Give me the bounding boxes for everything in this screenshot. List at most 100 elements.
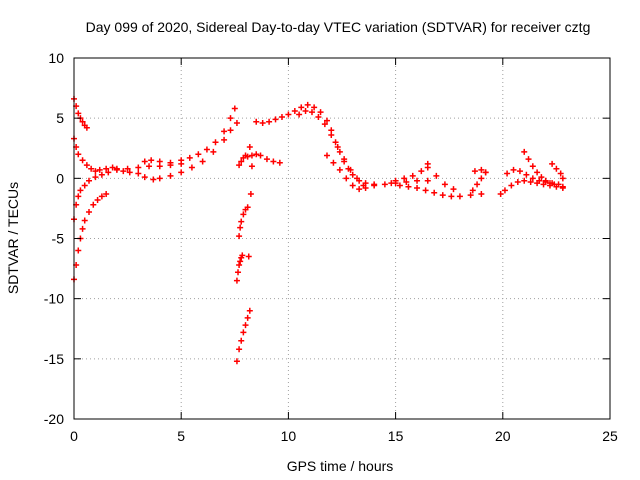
data-point	[253, 151, 260, 158]
data-point	[514, 178, 521, 185]
x-tick-label: 15	[388, 428, 404, 444]
data-point	[456, 193, 463, 200]
y-tick-label: 10	[48, 50, 64, 66]
data-point	[79, 225, 86, 232]
data-point	[525, 156, 532, 163]
data-point	[98, 193, 105, 200]
data-point	[238, 158, 245, 165]
data-point	[83, 124, 90, 131]
data-point	[244, 153, 251, 160]
data-point	[126, 169, 133, 176]
data-point	[450, 186, 457, 193]
data-point	[403, 178, 410, 185]
data-point	[263, 156, 270, 163]
data-point	[92, 174, 99, 181]
data-point	[371, 182, 378, 189]
data-point	[504, 170, 511, 177]
data-point	[105, 169, 112, 176]
x-tick-label: 0	[70, 428, 78, 444]
data-point	[195, 151, 202, 158]
data-point	[141, 174, 148, 181]
data-point	[88, 165, 95, 172]
data-point	[94, 196, 101, 203]
data-point	[482, 169, 489, 176]
data-point	[469, 187, 476, 194]
data-point	[86, 177, 93, 184]
data-point	[553, 165, 560, 172]
data-point	[146, 163, 153, 170]
data-point	[156, 158, 163, 165]
data-point	[75, 110, 82, 117]
data-point	[401, 175, 408, 182]
data-point	[424, 164, 431, 171]
data-point	[109, 164, 116, 171]
data-point	[508, 182, 515, 189]
data-point	[557, 170, 564, 177]
data-point	[221, 136, 228, 143]
data-point	[231, 105, 238, 112]
data-point	[529, 175, 536, 182]
data-point	[227, 127, 234, 134]
data-point	[75, 151, 82, 158]
data-point	[210, 148, 217, 155]
data-point	[148, 157, 155, 164]
x-tick-label: 10	[281, 428, 297, 444]
data-point	[75, 193, 82, 200]
data-point	[551, 181, 558, 188]
data-point	[212, 139, 219, 146]
data-point	[356, 186, 363, 193]
data-point	[418, 168, 425, 175]
y-tick-label: -10	[44, 291, 64, 307]
data-point	[240, 211, 247, 218]
data-point	[86, 209, 93, 216]
data-point	[414, 177, 421, 184]
data-point	[239, 252, 246, 259]
data-point	[347, 166, 354, 173]
data-point	[448, 193, 455, 200]
data-point	[354, 175, 361, 182]
data-point	[478, 190, 485, 197]
data-point	[321, 121, 328, 128]
data-point	[188, 164, 195, 171]
data-point	[81, 182, 88, 189]
data-point	[236, 261, 243, 268]
data-point	[362, 184, 369, 191]
data-point	[75, 247, 82, 254]
data-point	[237, 258, 244, 265]
data-point	[124, 165, 131, 172]
data-point	[103, 165, 110, 172]
y-axis-label: SDTVAR / TECUs	[5, 182, 21, 294]
data-point	[471, 168, 478, 175]
data-point	[257, 152, 264, 159]
chart-title: Day 099 of 2020, Sidereal Day-to-day VTE…	[86, 19, 591, 35]
data-point	[521, 148, 528, 155]
data-point	[396, 182, 403, 189]
data-point	[336, 166, 343, 173]
data-point	[245, 253, 252, 260]
y-tick-label: 0	[56, 170, 64, 186]
data-point	[276, 159, 283, 166]
data-point	[237, 224, 244, 231]
data-point	[248, 163, 255, 170]
y-tick-label: -20	[44, 411, 64, 427]
data-point	[330, 159, 337, 166]
data-point	[236, 346, 243, 353]
data-point	[392, 177, 399, 184]
data-point	[236, 233, 243, 240]
data-point	[405, 183, 412, 190]
data-point	[248, 152, 255, 159]
data-point	[304, 101, 311, 108]
data-point	[559, 183, 566, 190]
data-point	[103, 190, 110, 197]
data-point	[92, 168, 99, 175]
data-point	[317, 109, 324, 116]
data-point	[83, 162, 90, 169]
data-point	[240, 329, 247, 336]
axis-ticks: 0 5 10 15 20 25 -20 -15 -10 -5 0 5 10	[44, 50, 618, 444]
data-point	[527, 178, 534, 185]
x-axis-label: GPS time / hours	[287, 458, 394, 474]
data-point	[81, 217, 88, 224]
data-point	[199, 158, 206, 165]
